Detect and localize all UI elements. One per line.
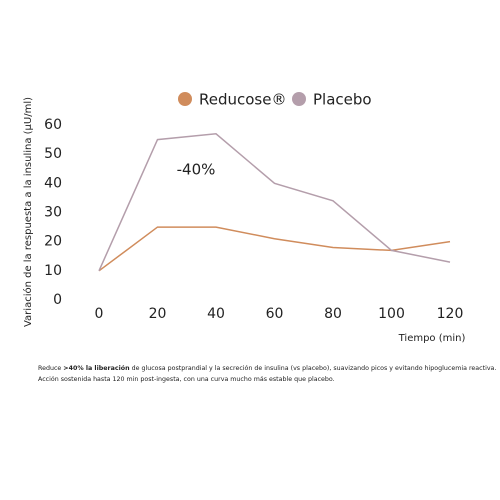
x-tick-label: 80 xyxy=(324,306,342,322)
legend-label: Placebo xyxy=(313,91,372,109)
y-tick-label: 20 xyxy=(44,234,62,250)
x-axis-label: Tiempo (min) xyxy=(398,333,466,344)
y-axis-label: Variación de la respuesta a la insulina … xyxy=(22,97,34,327)
legend-marker xyxy=(178,92,192,106)
footnote-text: de glucosa postprandial y la secreción d… xyxy=(130,364,497,372)
annotation: -40% xyxy=(177,161,216,179)
footnote-line: Reduce >40% la liberación de glucosa pos… xyxy=(38,364,496,372)
legend-label: Reducose® xyxy=(199,91,286,109)
footnote-bold: >40% la liberación xyxy=(63,364,129,372)
y-tick-label: 0 xyxy=(53,292,62,308)
x-tick-label: 0 xyxy=(95,306,104,322)
x-tick-label: 100 xyxy=(378,306,405,322)
y-tick-label: 10 xyxy=(44,263,62,279)
series-line xyxy=(98,132,451,272)
x-tick-label: 20 xyxy=(149,306,167,322)
footnote-text: Reduce xyxy=(38,365,63,372)
series-line xyxy=(98,226,451,272)
y-tick-label: 60 xyxy=(44,117,62,133)
footnote-line: Acción sostenida hasta 120 min post-inge… xyxy=(38,375,335,383)
y-tick-label: 40 xyxy=(44,175,62,191)
y-tick-label: 50 xyxy=(44,146,62,162)
x-tick-label: 40 xyxy=(207,306,225,322)
legend-marker xyxy=(292,92,306,106)
x-tick-label: 120 xyxy=(437,306,464,322)
y-tick-label: 30 xyxy=(44,205,62,221)
x-tick-label: 60 xyxy=(266,306,284,322)
